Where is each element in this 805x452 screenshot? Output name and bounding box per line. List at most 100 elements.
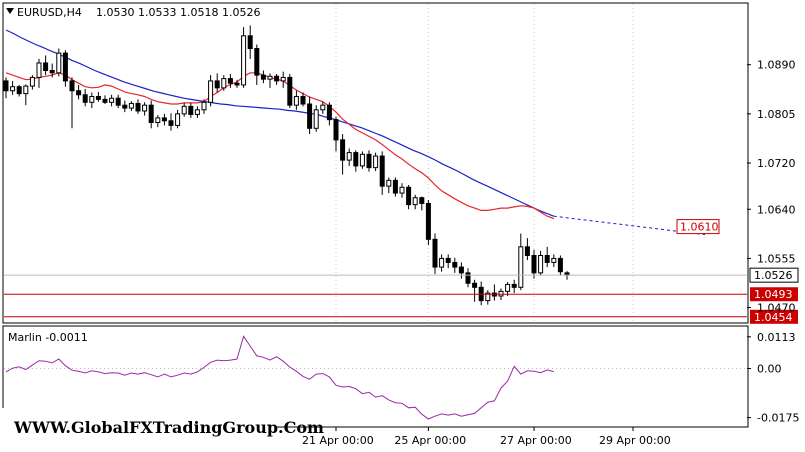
marlin-line bbox=[5, 335, 554, 420]
price-tick-label: 1.0470 bbox=[757, 302, 796, 315]
bear-candle bbox=[115, 97, 121, 106]
horizontal-levels: 1.0493 1.0454 1.0526 bbox=[4, 267, 799, 324]
bear-candle bbox=[524, 246, 530, 257]
bull-candle bbox=[109, 97, 115, 103]
bull-candle bbox=[485, 292, 491, 302]
ohlc-readout: 1.0530 1.0533 1.0518 1.0526 bbox=[96, 6, 260, 19]
level-price-tag bbox=[750, 287, 798, 302]
bear-candle bbox=[465, 272, 471, 284]
bull-candle bbox=[505, 283, 511, 292]
bull-candle bbox=[89, 96, 95, 103]
bull-candle bbox=[359, 153, 365, 167]
bear-candle bbox=[366, 153, 372, 169]
bull-candle bbox=[241, 35, 247, 86]
bear-candle bbox=[406, 186, 412, 206]
marlin-tick-label: 0.0113 bbox=[757, 331, 796, 344]
level-price-label: 1.0454 bbox=[754, 311, 793, 324]
bear-candle bbox=[557, 257, 563, 273]
price-tick-label: 1.0720 bbox=[757, 157, 796, 170]
bear-candle bbox=[214, 80, 220, 89]
bull-candle bbox=[518, 246, 524, 288]
bear-candle bbox=[122, 104, 128, 109]
time-label: 21 Apr 00:00 bbox=[302, 434, 374, 447]
time-label: 27 Apr 00:00 bbox=[500, 434, 572, 447]
indicator-label: Marlin -0.0011 bbox=[8, 331, 88, 344]
bear-candle bbox=[254, 48, 260, 76]
bear-candle bbox=[16, 86, 22, 95]
bull-candle bbox=[280, 76, 286, 82]
slow-ma-line bbox=[5, 29, 555, 217]
candlesticks bbox=[3, 25, 570, 306]
bear-candle bbox=[188, 105, 194, 115]
bear-candle bbox=[452, 261, 458, 268]
bull-candle bbox=[201, 101, 207, 111]
level-price-tag bbox=[750, 309, 798, 324]
bear-candle bbox=[425, 202, 431, 240]
time-label: 25 Apr 00:00 bbox=[394, 434, 466, 447]
current-price-tag bbox=[749, 267, 799, 283]
bear-candle bbox=[148, 104, 154, 124]
bull-candle bbox=[498, 290, 504, 297]
bear-candle bbox=[511, 283, 517, 288]
bear-candle bbox=[432, 238, 438, 268]
bull-candle bbox=[10, 86, 16, 92]
bear-candle bbox=[392, 179, 398, 194]
bear-candle bbox=[247, 35, 253, 50]
bear-candle bbox=[76, 90, 82, 96]
fast-ma-line bbox=[5, 72, 554, 220]
bear-candle bbox=[531, 255, 537, 274]
price-tick-label: 1.0805 bbox=[757, 108, 796, 121]
bear-candle bbox=[69, 80, 75, 92]
symbol-label: EURUSD,H4 bbox=[17, 6, 82, 19]
bear-candle bbox=[307, 103, 313, 129]
price-axis: 1.0890 1.0805 1.0720 1.0640 1.0555 1.0470 bbox=[747, 59, 796, 315]
bear-candle bbox=[234, 82, 240, 86]
bear-candle bbox=[82, 94, 88, 103]
bear-candle bbox=[472, 282, 478, 288]
bull-candle bbox=[386, 179, 392, 187]
bull-candle bbox=[313, 109, 319, 129]
bear-candle bbox=[274, 75, 280, 82]
bull-candle bbox=[128, 102, 134, 109]
bull-candle bbox=[320, 104, 326, 111]
indicator-pane-frame bbox=[2, 325, 749, 428]
bear-candle bbox=[445, 257, 451, 263]
bull-candle bbox=[439, 257, 445, 268]
bull-candle bbox=[56, 52, 62, 74]
price-tick-label: 1.0555 bbox=[757, 252, 796, 265]
bull-candle bbox=[293, 96, 299, 106]
bear-candle bbox=[353, 152, 359, 167]
watermark-banner: WWW.GlobalFXTradingGroup.Com bbox=[0, 408, 324, 448]
bull-candle bbox=[346, 152, 352, 161]
bull-candle bbox=[175, 113, 181, 126]
bear-candle bbox=[102, 98, 108, 103]
bull-candle bbox=[208, 80, 214, 103]
bear-candle bbox=[340, 139, 346, 161]
bear-candle bbox=[333, 119, 339, 141]
bear-candle bbox=[458, 266, 464, 274]
bear-candle bbox=[95, 96, 101, 100]
bear-candle bbox=[379, 155, 385, 187]
bear-candle bbox=[62, 52, 68, 82]
time-label: 29 Apr 00:00 bbox=[599, 434, 671, 447]
bear-candle bbox=[419, 197, 425, 204]
bull-candle bbox=[412, 197, 418, 206]
marlin-indicator: 0.0113 0.00 -0.0175 bbox=[4, 331, 799, 425]
bull-candle bbox=[181, 105, 187, 115]
bull-candle bbox=[194, 109, 200, 115]
bear-candle bbox=[135, 102, 141, 112]
bear-candle bbox=[161, 117, 167, 122]
bear-candle bbox=[3, 80, 9, 92]
bull-candle bbox=[142, 104, 148, 112]
projection-label: 1.0610 bbox=[680, 221, 719, 234]
bear-candle bbox=[326, 104, 332, 121]
bear-candle bbox=[300, 96, 306, 105]
bull-candle bbox=[267, 75, 273, 80]
bull-candle bbox=[551, 257, 557, 263]
marlin-tick-label: 0.00 bbox=[757, 363, 782, 376]
collapse-arrow-icon[interactable] bbox=[6, 8, 14, 14]
bull-candle bbox=[399, 186, 405, 194]
bull-candle bbox=[29, 76, 35, 87]
price-tick-label: 1.0640 bbox=[757, 203, 796, 216]
